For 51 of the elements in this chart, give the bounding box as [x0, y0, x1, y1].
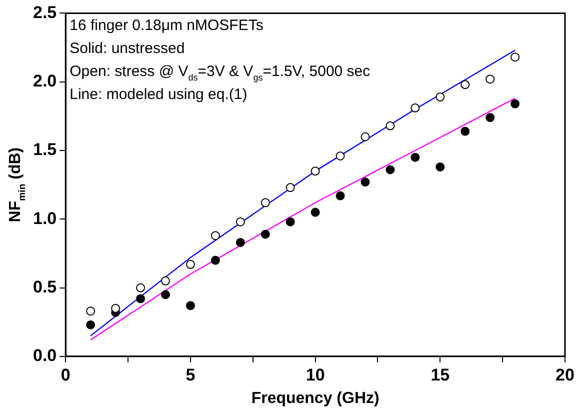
point	[436, 92, 445, 102]
point	[510, 99, 520, 108]
y-tick-label: 0.0	[32, 346, 57, 366]
point	[410, 103, 420, 112]
y-tick-label: 1.5	[32, 140, 57, 160]
point	[260, 198, 270, 208]
point	[286, 183, 295, 192]
point	[210, 231, 220, 240]
y-axis-title: NFmin (dB)	[7, 147, 28, 222]
point	[336, 191, 345, 200]
x-tick-label: 15	[430, 365, 450, 384]
annotation: Line: modeled using eq.(1)	[70, 86, 248, 104]
point	[360, 178, 370, 187]
point	[111, 304, 120, 313]
annotation: Solid: unstressed	[70, 40, 185, 58]
x-tick-label: 10	[306, 365, 325, 384]
point	[286, 217, 295, 226]
x-tick-label: 5	[186, 365, 196, 384]
point	[310, 208, 320, 217]
y-tick-label: 2.5	[32, 2, 57, 22]
point	[386, 165, 395, 174]
point	[510, 52, 520, 62]
x-tick-label: 0	[60, 365, 70, 384]
point	[86, 320, 96, 330]
point	[186, 301, 195, 310]
point	[410, 152, 420, 162]
point	[161, 276, 170, 286]
y-tick-label: 2.0	[32, 72, 57, 91]
annotation: 16 finger 0.18μm nMOSFETs	[70, 17, 264, 34]
point	[460, 80, 470, 90]
x-axis-title: Frequency (GHz)	[251, 390, 380, 407]
point	[161, 290, 170, 300]
y-tick-label: 0.5	[32, 277, 57, 296]
x-tick-label: 20	[556, 365, 574, 384]
point	[236, 217, 245, 226]
point	[486, 74, 495, 84]
point	[186, 260, 195, 269]
point	[460, 126, 470, 136]
point	[310, 166, 320, 176]
point	[360, 132, 370, 142]
point	[136, 294, 146, 304]
point	[486, 113, 495, 122]
point	[386, 121, 395, 130]
point	[436, 162, 445, 172]
y-tick-label: 1.0	[32, 208, 57, 228]
point	[236, 238, 245, 247]
point	[210, 256, 220, 265]
point	[136, 283, 146, 292]
point	[260, 230, 270, 239]
point	[336, 151, 345, 160]
point	[86, 306, 96, 316]
